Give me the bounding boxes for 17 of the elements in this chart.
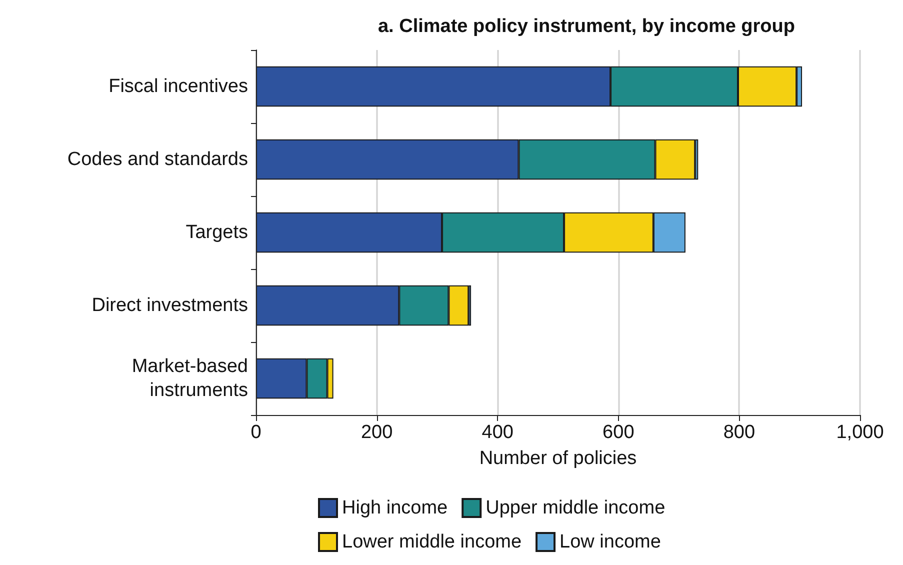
x-tick-label: 600: [602, 422, 634, 443]
chart-title: a. Climate policy instrument, by income group: [378, 16, 796, 37]
x-tick-label: 400: [482, 422, 514, 443]
y-tick-label: Codes and standards: [67, 149, 248, 170]
legend-label: Upper middle income: [486, 498, 666, 518]
legend-label: High income: [342, 498, 448, 518]
y-tick-label: Direct investments: [92, 295, 248, 316]
x-axis-title: Number of policies: [479, 448, 637, 469]
x-tick-label: 800: [723, 422, 756, 443]
y-tick-label: Market-based instruments: [132, 356, 248, 401]
x-tick-label: 200: [360, 422, 393, 443]
x-tick-label: 0: [250, 422, 262, 443]
x-tick-label: 1,000: [836, 422, 884, 443]
legend-label: Low income: [560, 532, 661, 552]
y-tick-label: Targets: [186, 222, 248, 243]
legend-label: Lower middle income: [342, 532, 522, 552]
y-tick-label: Fiscal incentives: [108, 76, 248, 97]
